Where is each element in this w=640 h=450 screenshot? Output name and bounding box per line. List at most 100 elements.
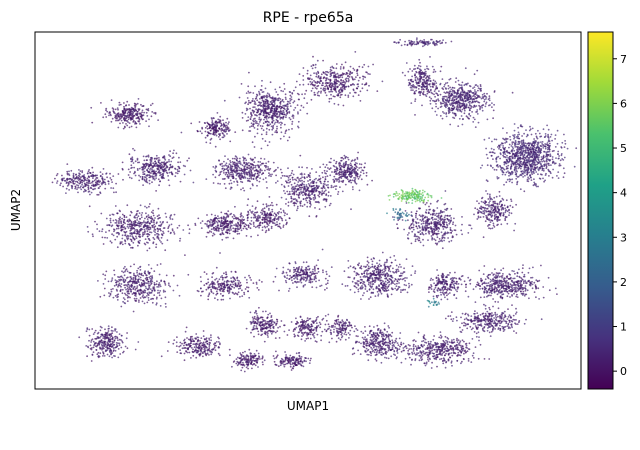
data-point (173, 213, 176, 216)
data-point (224, 187, 227, 190)
data-point (271, 128, 274, 131)
data-point (477, 121, 480, 124)
data-point (556, 129, 559, 132)
data-point (506, 178, 509, 181)
data-point (326, 170, 328, 173)
data-point (551, 176, 554, 179)
data-point (161, 168, 164, 171)
data-point (96, 174, 98, 177)
data-point (307, 77, 309, 79)
data-point (281, 113, 284, 115)
data-point (324, 91, 327, 94)
data-point (285, 198, 288, 201)
data-point (361, 75, 364, 78)
data-point (149, 222, 152, 225)
data-point (504, 156, 506, 158)
data-point (267, 166, 269, 168)
data-point (134, 105, 137, 107)
data-point (526, 155, 529, 158)
data-point (318, 201, 320, 204)
data-point (435, 105, 437, 108)
data-point (236, 159, 238, 162)
data-point (317, 75, 320, 78)
data-point (298, 184, 301, 187)
data-point (138, 179, 141, 182)
data-point (136, 117, 139, 119)
data-point (184, 254, 186, 256)
data-point (311, 81, 314, 84)
data-point (172, 152, 175, 155)
data-point (248, 92, 251, 94)
data-point (335, 160, 338, 163)
data-point (120, 114, 122, 117)
data-point (527, 180, 530, 183)
data-point (174, 175, 177, 178)
data-point (209, 129, 212, 132)
data-point (278, 86, 281, 89)
data-point (123, 125, 126, 128)
data-point (276, 113, 278, 116)
data-point (323, 180, 326, 183)
data-point (320, 73, 323, 76)
data-point (549, 159, 551, 162)
data-point (329, 86, 332, 89)
data-point (465, 94, 468, 97)
data-point (125, 104, 127, 107)
data-point (454, 81, 457, 83)
data-point (285, 175, 288, 178)
data-point (418, 58, 421, 61)
data-point (264, 121, 267, 123)
data-point (119, 210, 121, 213)
data-point (214, 133, 217, 135)
data-point (560, 146, 563, 149)
data-point (477, 89, 479, 92)
data-point (284, 132, 287, 135)
data-point (333, 82, 336, 85)
data-point (327, 71, 330, 74)
data-point (312, 83, 314, 86)
data-point (435, 85, 438, 87)
data-point (475, 91, 478, 93)
data-point (524, 157, 527, 160)
data-point (544, 133, 547, 135)
data-point (111, 181, 113, 184)
data-point (99, 171, 102, 174)
data-point (310, 98, 313, 101)
data-point (423, 44, 426, 47)
data-point (126, 204, 129, 207)
data-point (256, 109, 259, 112)
data-point (458, 87, 461, 90)
data-point (533, 144, 536, 147)
data-point (274, 121, 277, 124)
data-point (309, 205, 311, 208)
data-point (501, 142, 504, 145)
data-point (575, 147, 578, 150)
data-point (444, 87, 447, 90)
data-point (304, 93, 306, 95)
data-point (156, 236, 159, 239)
data-point (534, 169, 537, 172)
data-point (513, 129, 516, 132)
data-point (72, 174, 75, 177)
data-point (340, 79, 342, 82)
data-point (445, 95, 448, 98)
data-point (408, 43, 411, 45)
data-point (511, 155, 514, 157)
data-point (468, 109, 471, 112)
data-point (328, 97, 331, 100)
data-point (148, 179, 151, 182)
data-point (254, 103, 257, 105)
data-point (136, 102, 139, 105)
data-point (258, 93, 261, 96)
data-point (426, 67, 428, 70)
data-point (332, 186, 335, 189)
data-point (240, 83, 243, 85)
data-point (249, 118, 252, 120)
data-point (521, 157, 523, 160)
data-point (171, 229, 174, 232)
data-point (183, 173, 186, 176)
data-point (420, 91, 422, 93)
data-point (247, 103, 250, 106)
data-point (260, 147, 263, 150)
data-point (225, 128, 228, 131)
